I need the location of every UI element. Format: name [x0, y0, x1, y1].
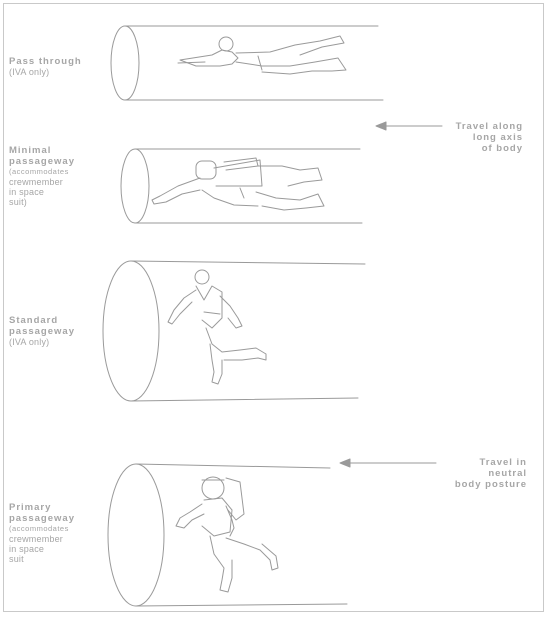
- crewmember-figure-suited-horizontal: [151, 157, 325, 211]
- label-title: passageway: [9, 156, 75, 167]
- label-minimal-passageway: Minimal passageway (accommodates crewmem…: [9, 145, 75, 207]
- arrow-travel-neutral: [339, 458, 437, 468]
- crewmember-figure-iva-neutral: [167, 269, 267, 385]
- label-line: (IVA only): [9, 337, 50, 347]
- label-title: Standard: [9, 315, 59, 326]
- tube-pass-through: [110, 25, 384, 101]
- label-title: Primary: [9, 502, 52, 513]
- label-line: in space: [9, 544, 45, 554]
- label-line: suit: [9, 554, 24, 564]
- annotation-line: long axis: [472, 132, 523, 143]
- label-primary-passageway: Primary passageway (accommodates crewmem…: [9, 502, 75, 564]
- label-title: Minimal: [9, 145, 52, 156]
- figure-frame: [3, 3, 544, 612]
- tube-standard: [102, 260, 366, 402]
- tube-minimal: [120, 148, 363, 224]
- label-standard-passageway: Standard passageway (IVA only): [9, 315, 75, 347]
- label-line: in space: [9, 187, 45, 197]
- label-title: passageway: [9, 513, 75, 524]
- label-line: crewmember: [9, 177, 64, 187]
- label-title: passageway: [9, 326, 75, 337]
- annotation-line: neutral: [488, 468, 527, 479]
- annotation-line: of body: [481, 143, 523, 154]
- label-title: Pass through: [9, 56, 82, 67]
- label-line: (IVA only): [9, 67, 50, 77]
- label-small: (accommodates: [9, 167, 69, 176]
- label-line: crewmember: [9, 534, 64, 544]
- annotation-line: body posture: [454, 479, 527, 490]
- annotation-line: Travel in: [479, 457, 527, 468]
- annotation-travel-neutral: Travel in neutral body posture: [455, 457, 527, 490]
- label-line: suit): [9, 197, 28, 207]
- tube-primary: [107, 463, 348, 607]
- annotation-travel-long-axis: Travel along long axis of body: [456, 121, 523, 154]
- annotation-line: Travel along: [455, 121, 523, 132]
- arrow-travel-long-axis: [375, 121, 443, 131]
- crewmember-figure-suited-neutral: [175, 476, 279, 593]
- label-small: (accommodates: [9, 524, 69, 533]
- label-pass-through: Pass through (IVA only): [9, 56, 82, 77]
- crewmember-figure-iva-horizontal: [177, 35, 347, 75]
